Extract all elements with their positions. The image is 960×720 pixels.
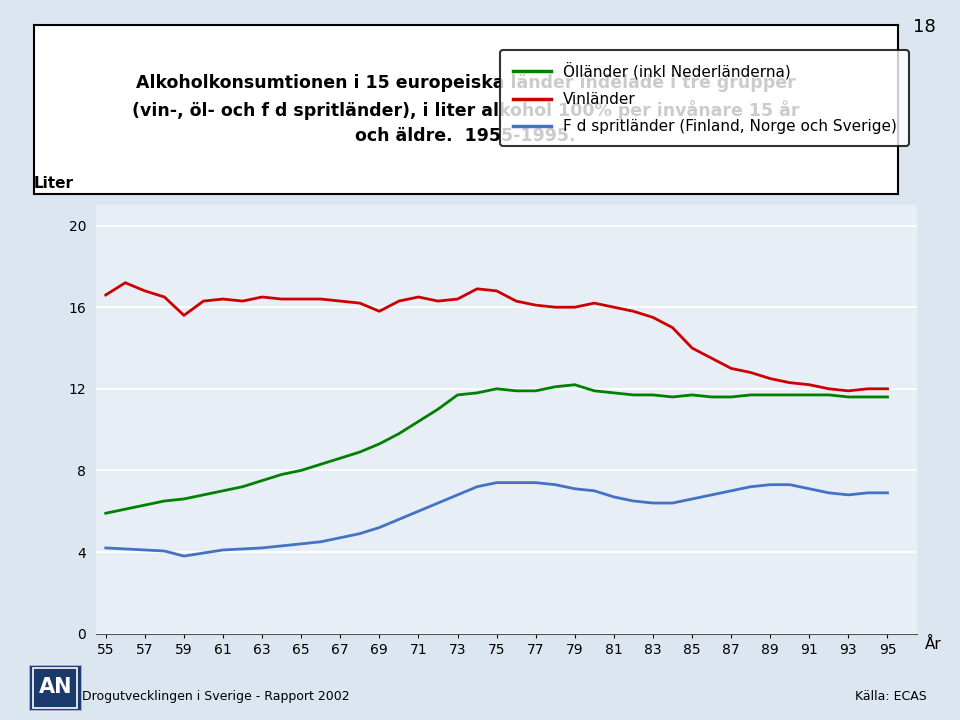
Text: Liter: Liter [34,176,74,191]
Text: AN: AN [38,677,72,697]
Text: Drogutvecklingen i Sverige - Rapport 2002: Drogutvecklingen i Sverige - Rapport 200… [82,690,349,703]
Text: 18: 18 [913,18,936,36]
Text: Källa: ECAS: Källa: ECAS [854,690,926,703]
Legend: Ölländer (inkl Nederländerna), Vinländer, F d spritländer (Finland, Norge och Sv: Ölländer (inkl Nederländerna), Vinländer… [500,50,909,146]
FancyBboxPatch shape [29,665,82,711]
Text: Alkoholkonsumtionen i 15 europeiska länder indelade i tre grupper
(vin-, öl- och: Alkoholkonsumtionen i 15 europeiska länd… [132,74,800,145]
Text: År: År [924,637,941,652]
